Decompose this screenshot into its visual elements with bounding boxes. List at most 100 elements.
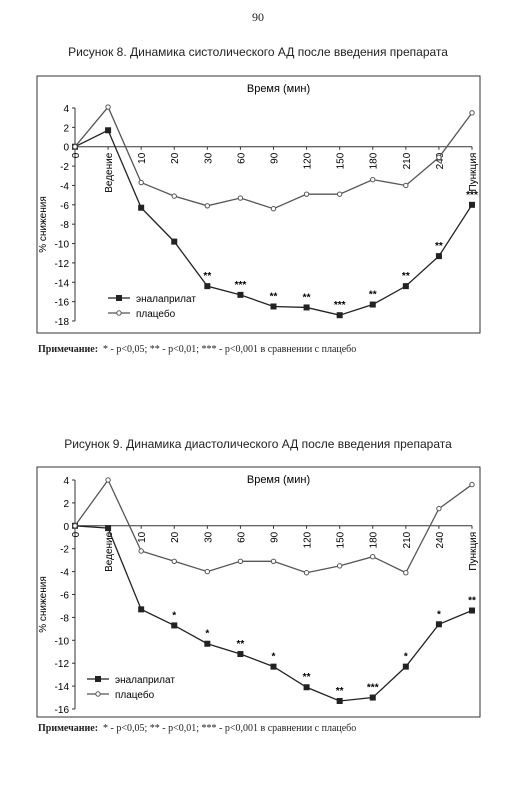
note-label: Примечание: [38,344,99,355]
data-point-enalaprilat [138,204,145,211]
y-axis-title: % снижения [38,196,49,253]
data-point-placebo [237,195,244,201]
significance-marker: * [172,610,176,621]
data-point-placebo [270,205,277,212]
x-axis-title: Время (мин) [247,474,310,486]
data-point-enalaprilat [336,312,343,319]
plot-frame [36,75,481,334]
data-point-enalaprilat [369,301,376,308]
x-tick-label: 90 [270,531,281,543]
y-tick-label: -16 [55,705,70,716]
y-tick-label: -6 [60,201,69,212]
data-point-placebo [303,191,310,197]
y-tick-label: -14 [55,278,70,289]
x-axis-title: Время (мин) [247,83,310,95]
data-point-placebo [370,554,376,560]
data-point-enalaprilat [469,201,475,208]
data-point-enalaprilat [237,291,244,298]
y-tick-label: 0 [63,522,69,533]
y-tick-label: -10 [55,636,70,647]
x-tick-label: 150 [336,152,347,169]
data-point-enalaprilat [336,697,343,704]
significance-marker: ** [468,596,476,607]
data-point-placebo [204,568,211,575]
significance-marker: *** [334,300,346,311]
y-tick-label: -14 [55,682,70,693]
note-text: * - p<0,05; ** - p<0,01; *** - p<0,001 в… [103,723,357,734]
data-point-placebo [204,203,211,209]
legend-marker [116,295,122,301]
data-point-placebo [171,193,177,199]
data-point-enalaprilat [369,694,376,701]
y-tick-label: -8 [60,613,69,624]
significance-marker: ** [402,271,410,282]
x-tick-label: 90 [270,152,281,164]
y-tick-label: 2 [63,499,69,510]
data-point-placebo [370,176,376,183]
significance-marker: * [205,629,209,640]
x-tick-label: 210 [402,531,413,548]
y-axis-title: % снижения [38,576,49,633]
x-tick-label: 240 [435,531,446,548]
data-point-placebo [105,477,111,483]
data-point-placebo [403,570,409,576]
legend-label: эналаприлат [115,675,175,686]
legend-label: эналаприлат [136,294,196,305]
x-tick-label: 20 [170,531,181,543]
x-tick-label: 150 [336,531,347,548]
y-tick-label: -10 [55,240,70,251]
data-point-placebo [72,144,78,150]
data-point-enalaprilat [270,663,277,670]
y-tick-label: -2 [60,545,69,556]
note-label: Примечание: [38,723,99,734]
data-point-enalaprilat [171,622,178,629]
data-point-enalaprilat [270,303,277,310]
x-tick-label: 60 [236,152,247,164]
y-tick-label: 4 [63,476,69,487]
significance-marker: ** [435,241,443,252]
figure-8-title: Рисунок 8. Динамика систолического АД по… [68,45,448,59]
data-point-enalaprilat [435,253,442,260]
significance-marker: * [272,652,276,663]
significance-marker: * [437,609,441,620]
significance-marker: ** [303,672,311,683]
data-point-enalaprilat [303,304,310,311]
data-point-enalaprilat [138,606,145,613]
data-point-placebo [436,154,442,161]
y-tick-label: -16 [55,298,70,309]
significance-marker: *** [235,280,247,291]
significance-marker: *** [466,190,478,201]
x-tick-label: 10 [137,531,148,543]
y-tick-label: -2 [60,162,69,173]
significance-marker: ** [237,639,245,650]
y-tick-label: -6 [60,591,69,602]
x-tick-label: 20 [170,152,181,164]
x-tick-label: Пункция [468,153,479,192]
y-tick-label: -12 [55,259,70,270]
y-tick-label: -12 [55,659,70,670]
data-point-enalaprilat [204,283,211,290]
x-tick-label: 180 [369,531,380,548]
data-point-placebo [72,523,78,529]
significance-marker: ** [203,271,211,282]
significance-marker: *** [367,683,379,694]
data-point-enalaprilat [402,283,409,290]
data-point-enalaprilat [402,663,409,670]
y-tick-label: -4 [60,568,69,579]
y-tick-label: -8 [60,220,69,231]
legend-label: плацебо [115,689,155,701]
x-tick-label: 60 [236,531,247,543]
legend-marker [95,676,101,682]
data-point-placebo [105,104,111,110]
y-tick-label: 2 [63,123,69,134]
data-point-placebo [403,182,409,189]
figure-8-chart: Время (мин)420-2-4-6-8-10-12-14-16-18% с… [36,75,481,334]
data-point-enalaprilat [237,651,244,658]
x-tick-label: 0 [71,152,82,158]
note-text: * - p<0,05; ** - p<0,01; *** - p<0,001 в… [103,344,357,355]
page-number: 90 [252,10,264,24]
data-point-placebo [303,570,310,576]
y-tick-label: -18 [55,317,70,328]
data-point-enalaprilat [171,238,178,245]
